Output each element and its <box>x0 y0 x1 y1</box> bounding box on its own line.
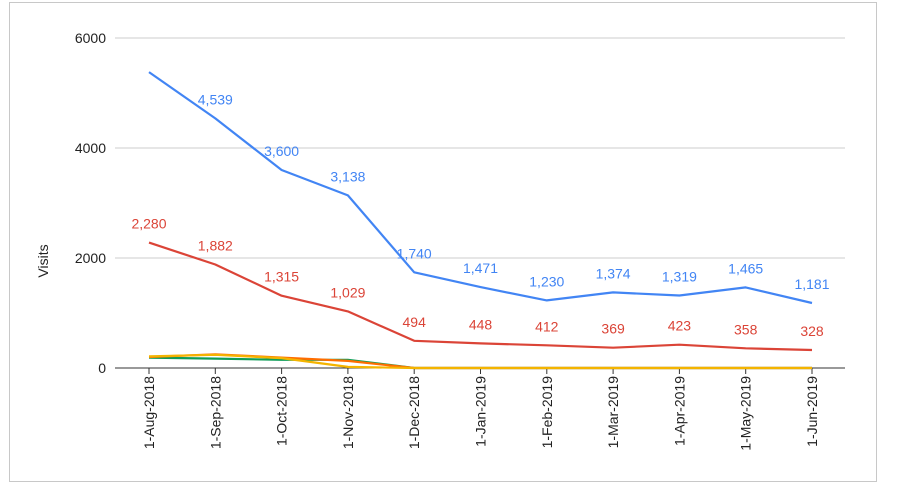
data-label: 1,029 <box>330 284 365 300</box>
x-tick-label: 1-Oct-2018 <box>274 376 290 446</box>
x-tick-label: 1-Dec-2018 <box>406 376 422 449</box>
x-tick-label: 1-Jun-2019 <box>804 376 820 447</box>
x-tick-label: 1-Feb-2019 <box>539 376 555 449</box>
data-label: 1,882 <box>198 237 233 253</box>
series-line-2 <box>148 241 813 352</box>
chart-frame <box>9 2 877 482</box>
data-label: 328 <box>800 323 824 339</box>
x-tick-label: 1-Apr-2019 <box>671 376 687 446</box>
x-tick-label: 1-Jan-2019 <box>473 376 489 447</box>
x-tick-label: 1-May-2019 <box>738 376 754 451</box>
data-label: 1,315 <box>264 269 299 285</box>
series-line-3 <box>148 353 812 370</box>
data-label: 369 <box>601 321 625 337</box>
x-tick-label: 1-Mar-2019 <box>605 376 621 449</box>
data-label: 1,465 <box>728 260 763 276</box>
series-line-5 <box>148 356 812 370</box>
data-label: 358 <box>734 321 758 337</box>
y-tick-label: 0 <box>98 360 106 376</box>
x-tick-label: 1-Aug-2018 <box>141 376 157 449</box>
data-label: 412 <box>535 318 559 334</box>
x-tick-label: 1-Sep-2018 <box>207 376 223 449</box>
y-tick-label: 4000 <box>75 140 106 156</box>
data-label: 1,471 <box>463 260 498 276</box>
data-label: 1,319 <box>662 268 697 284</box>
x-tick-label: 1-Nov-2018 <box>340 376 356 449</box>
data-label: 2,280 <box>131 216 166 232</box>
data-label: 4,539 <box>198 91 233 107</box>
data-label: 494 <box>403 314 427 330</box>
data-label: 1,740 <box>397 245 432 261</box>
series-line-1 <box>148 71 813 305</box>
y-tick-label: 6000 <box>75 30 106 46</box>
data-label: 3,138 <box>330 168 365 184</box>
data-label: 1,374 <box>596 265 631 281</box>
y-tick-label: 2000 <box>75 250 106 266</box>
data-label: 1,230 <box>529 273 564 289</box>
data-label: 448 <box>469 316 493 332</box>
data-label: 423 <box>668 318 692 334</box>
data-label: 1,181 <box>794 276 829 292</box>
y-axis-label: Visits <box>35 244 51 277</box>
data-label: 3,600 <box>264 143 299 159</box>
